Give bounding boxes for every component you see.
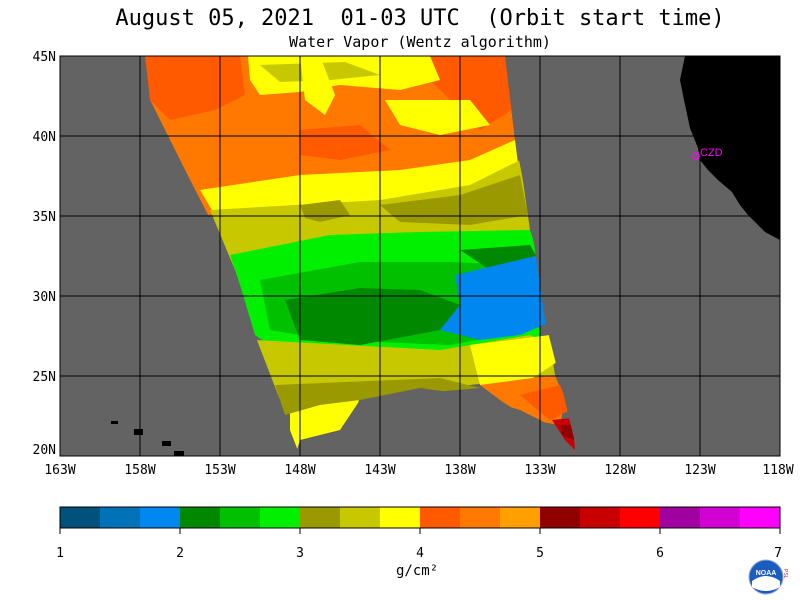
swath-region-dark-green: [285, 288, 460, 345]
colorbar-swatch: [220, 507, 260, 528]
colorbar-swatch: [60, 507, 100, 528]
swath-region-orange-red: [300, 125, 390, 160]
colorbar-swatch: [380, 507, 420, 528]
graticule: [60, 56, 780, 456]
page-subtitle: Water Vapor (Wentz algorithm): [289, 33, 551, 51]
colorbar-swatch: [180, 507, 220, 528]
california-coast: [680, 56, 780, 240]
longitude-label: 163W: [44, 463, 75, 478]
swath-region-maroon: [560, 425, 574, 440]
swath-mask-west: [60, 56, 295, 456]
latitude-label: 45N: [33, 50, 56, 65]
longitude-labels: 163W 158W 153W 148W 143W 138W 133W 128W 123W 118W: [44, 463, 793, 478]
colorbar-label: 5: [536, 546, 544, 561]
colorbar-swatch: [340, 507, 380, 528]
hawaii-island: [174, 451, 184, 456]
hawaii-island: [134, 429, 143, 435]
colorbar-swatch: [660, 507, 700, 528]
colorbar-label: 6: [656, 546, 664, 561]
colorbar-swatch: [500, 507, 540, 528]
page-title: August 05, 2021 01-03 UTC (Orbit start t…: [115, 6, 725, 31]
longitude-label: 123W: [684, 463, 715, 478]
colorbar-label: 2: [176, 546, 184, 561]
latitude-label: 30N: [33, 290, 56, 305]
colorbar-swatch: [460, 507, 500, 528]
colorbar-swatch: [420, 507, 460, 528]
logo-side-text: PSL: [782, 569, 788, 579]
station-marker-icon: [692, 152, 700, 160]
colorbar-swatch: [100, 507, 140, 528]
latitude-label: 20N: [33, 443, 56, 458]
colorbar-swatch: [540, 507, 580, 528]
station-label: CZD: [700, 147, 723, 159]
longitude-label: 133W: [524, 463, 555, 478]
longitude-label: 143W: [364, 463, 395, 478]
swath-region-yellow-south: [470, 335, 560, 385]
colorbar-swatch: [260, 507, 300, 528]
longitude-label: 128W: [604, 463, 635, 478]
latitude-label: 40N: [33, 130, 56, 145]
swath-region-orange-red-south: [520, 385, 570, 420]
colorbar: [59, 506, 781, 529]
colorbar-swatch: [700, 507, 740, 528]
longitude-label: 138W: [444, 463, 475, 478]
swath-region-blue: [440, 255, 555, 340]
swath-region-yellow: [300, 56, 335, 115]
colorbar-label: 4: [416, 546, 424, 561]
colorbar-labels: 1 2 3 4 5 6 7: [56, 528, 782, 561]
colorbar-swatch: [580, 507, 620, 528]
latitude-labels: 45N 40N 35N 30N 25N 20N: [33, 50, 56, 458]
land-mass: [111, 56, 780, 456]
longitude-label: 158W: [124, 463, 155, 478]
colorbar-units: g/cm²: [396, 563, 439, 579]
colorbar-swatch: [300, 507, 340, 528]
colorbar-swatch: [740, 507, 780, 528]
colorbar-swatch: [620, 507, 660, 528]
hawaii-island: [162, 441, 171, 446]
map-border: [59, 55, 781, 457]
longitude-label: 118W: [762, 463, 793, 478]
colorbar-swatch: [140, 507, 180, 528]
latitude-label: 25N: [33, 370, 56, 385]
latitude-label: 35N: [33, 210, 56, 225]
noaa-logo: NOAA PSL: [748, 559, 788, 595]
colorbar-label: 1: [56, 546, 64, 561]
longitude-label: 148W: [284, 463, 315, 478]
water-vapor-swath: [60, 56, 780, 456]
logo-text: NOAA: [756, 570, 777, 577]
swath-region-orange-red: [420, 56, 512, 130]
longitude-label: 153W: [204, 463, 235, 478]
colorbar-label: 7: [774, 546, 782, 561]
swath-mask-south: [295, 388, 578, 456]
swath-region-olive-dark: [380, 175, 528, 225]
colorbar-label: 3: [296, 546, 304, 561]
swath-region-yellow: [385, 100, 490, 135]
hawaii-island: [111, 421, 118, 424]
